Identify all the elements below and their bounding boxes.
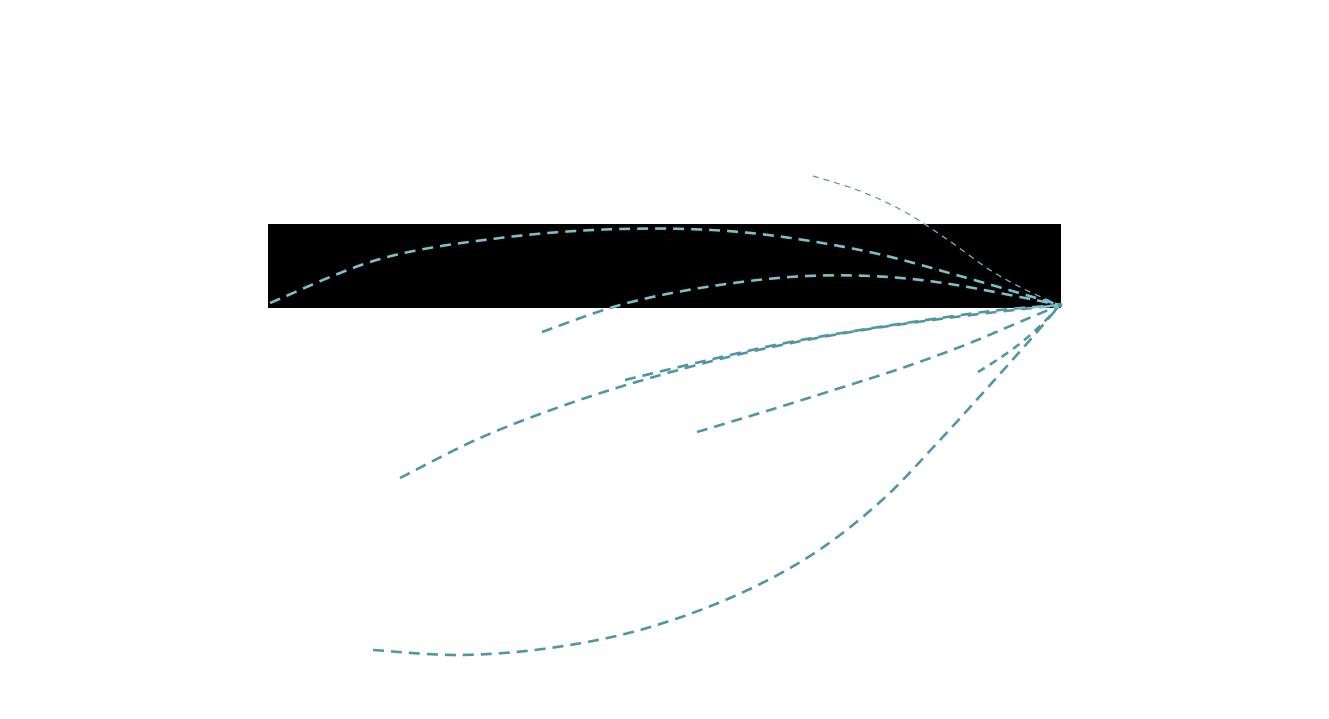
curve-6-descending-left bbox=[399, 303, 1061, 480]
curve-1-descending-steep bbox=[923, 224, 1061, 306]
curve-5-shallow-lower bbox=[696, 303, 1061, 434]
curve-2-long-arc-upper bbox=[269, 227, 1061, 307]
curves-layer-over-mask bbox=[269, 224, 1061, 308]
convergence-point-marker bbox=[1057, 302, 1063, 308]
curve-8-bottom-sweep bbox=[372, 304, 1061, 657]
curve-3-mid-arc bbox=[605, 273, 1061, 308]
curve-4-shallow-upper bbox=[624, 303, 1061, 382]
